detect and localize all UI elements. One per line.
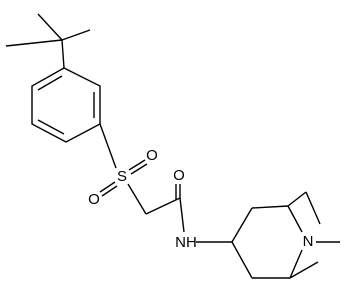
bonds [5,13,340,279]
atom-label: S [117,168,127,185]
atom-label: NH [175,234,197,251]
atom-label: O [88,191,100,208]
atom-label: O [173,167,185,184]
atom-label: O [146,147,158,164]
atom-label: N [303,233,314,250]
atom-labels: S O O O NH N [88,147,313,251]
